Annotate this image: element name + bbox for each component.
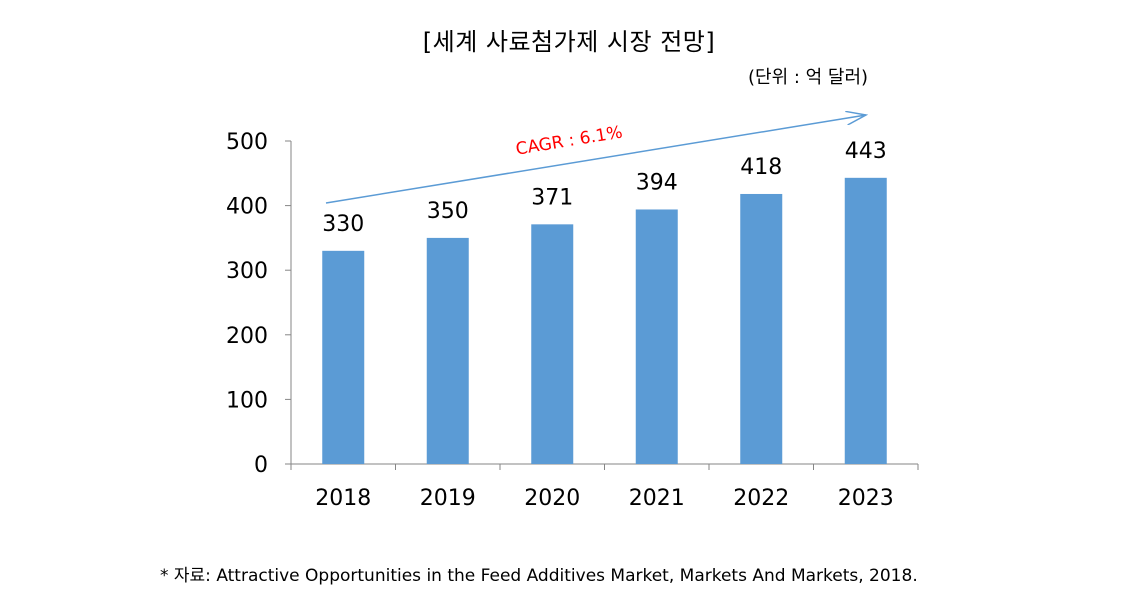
y-tick-label: 100 [226,388,268,413]
y-tick-label: 400 [226,195,268,220]
y-tick-label: 200 [226,324,268,349]
bar-2020 [531,224,574,464]
data-label-2022: 418 [740,155,782,180]
data-label-2018: 330 [322,212,364,237]
bar-2023 [844,177,887,464]
cagr-trend-arrow [325,115,866,204]
data-label-2021: 394 [636,170,678,195]
x-tick-label: 2020 [524,486,580,511]
bar-2018 [322,250,365,464]
x-tick-label: 2019 [420,486,476,511]
y-tick-label: 500 [226,130,268,155]
x-tick-label: 2021 [629,486,685,511]
bar-2022 [740,193,783,465]
x-tick-label: 2023 [838,486,894,511]
x-tick-label: 2018 [315,486,371,511]
bar-2021 [635,209,678,464]
x-tick-label: 2022 [733,486,789,511]
unit-label: (단위 : 억 달러) [748,67,869,88]
data-label-2019: 350 [427,199,469,224]
y-tick-label: 0 [254,453,268,478]
y-tick-label: 300 [226,259,268,284]
data-label-2020: 371 [531,185,573,210]
bar-2019 [426,237,469,464]
data-label-2023: 443 [845,139,887,164]
cagr-annotation: CAGR : 6.1% [514,122,624,159]
chart-title: [세계 사료첨가제 시장 전망] [422,28,716,56]
source-note: * 자료: Attractive Opportunities in the Fe… [160,566,918,586]
